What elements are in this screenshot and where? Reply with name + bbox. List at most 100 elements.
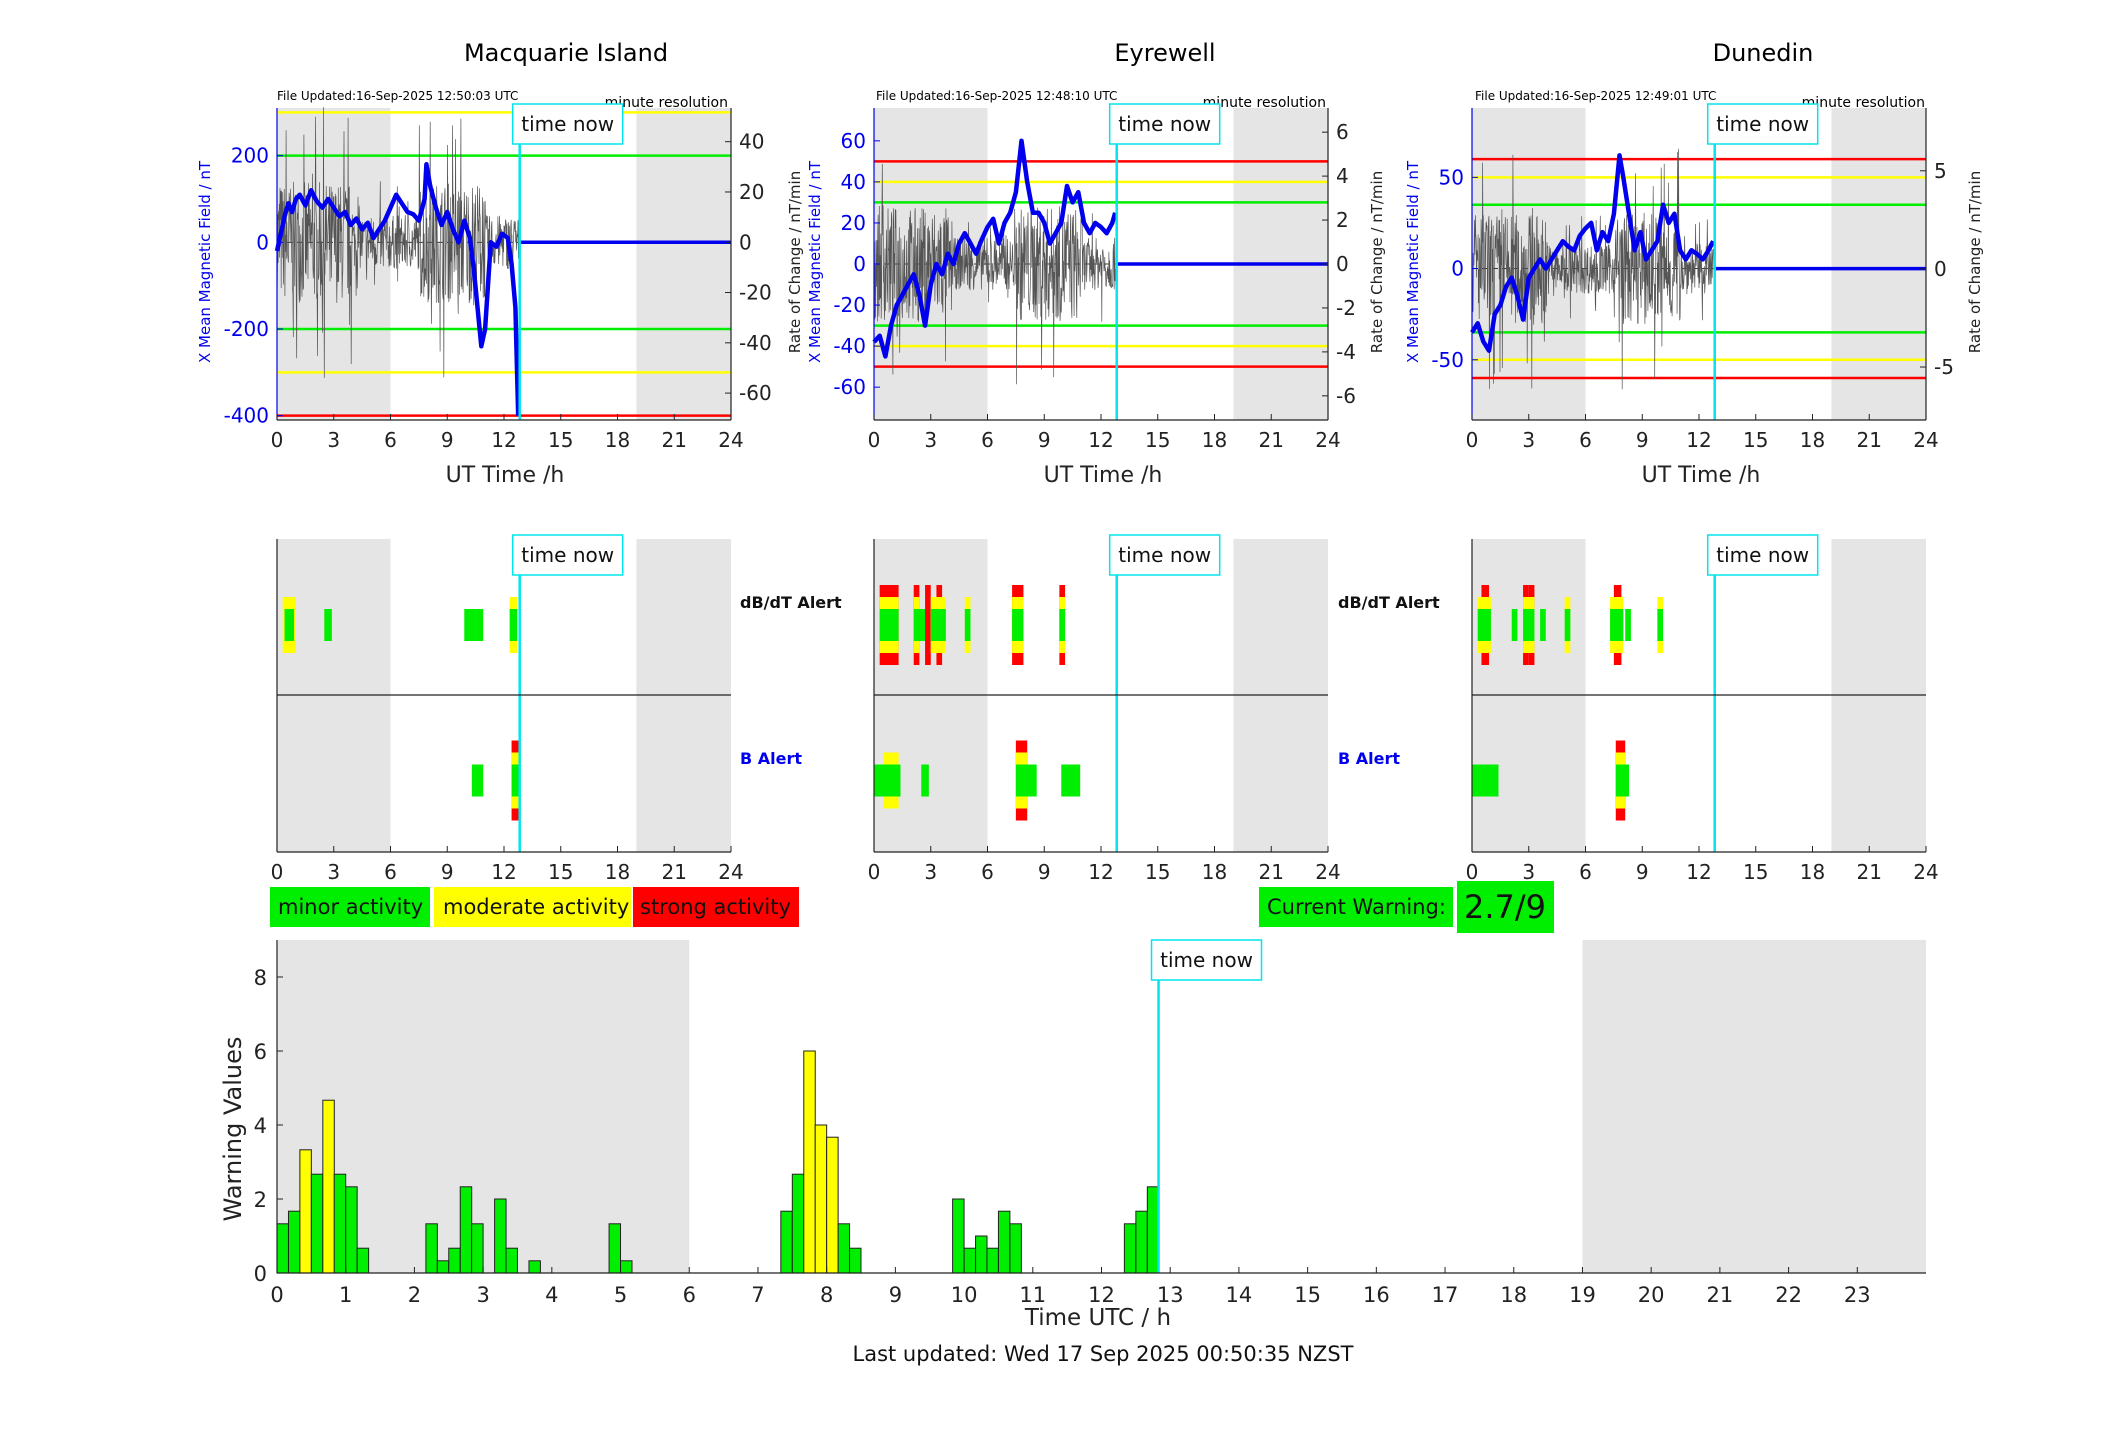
x-tick-label: 0: [868, 860, 881, 884]
x-tick-label: 5: [614, 1283, 627, 1307]
y-tick-label: 40: [841, 170, 866, 194]
x-tick-label: 6: [981, 860, 994, 884]
x-tick-label: 1: [339, 1283, 352, 1307]
y2-tick-label: 4: [1336, 164, 1349, 188]
x-tick-label: 6: [981, 428, 994, 452]
warning-bar-minor: [310, 1173, 324, 1274]
x-tick-label: 3: [1522, 860, 1535, 884]
x-tick-label: 24: [1913, 428, 1938, 452]
y2-tick-label: 6: [1336, 120, 1349, 144]
y-tick-label: 0: [256, 230, 269, 254]
x-tick-label: 18: [605, 860, 630, 884]
x-tick-label: 0: [271, 428, 284, 452]
warning-ylabel: Warning Values: [219, 1037, 247, 1222]
x-tick-label: 9: [1636, 860, 1649, 884]
x-tick-label: 22: [1775, 1283, 1802, 1307]
x-tick-label: 15: [1145, 860, 1170, 884]
alert-block-minor: [879, 609, 899, 641]
alert-block-minor: [1610, 609, 1624, 641]
x-tick-label: 17: [1432, 1283, 1459, 1307]
y-tick-label: 8: [254, 966, 267, 990]
warning-bar-minor: [963, 1247, 977, 1274]
b-alert-label-dunedin: B Alert: [1338, 749, 1400, 768]
activity-legend: minor activity moderate activity strong …: [270, 887, 799, 927]
alert-chart-macquarie: time now 0 3 6 9 12 15 18 21 24: [271, 534, 744, 884]
alert-block-minor: [1511, 609, 1518, 641]
time-now-box: [1108, 534, 1221, 576]
x-tick-label: 15: [1743, 428, 1768, 452]
alert-block-minor: [874, 764, 901, 797]
x-tick-label: 0: [868, 428, 881, 452]
warning-bar-minor: [345, 1186, 358, 1274]
alert-block-minor: [1540, 609, 1546, 641]
last-updated: Last updated: Wed 17 Sep 2025 00:50:35 N…: [853, 1342, 1354, 1366]
x-tick-label: 4: [545, 1283, 558, 1307]
x-tick-label: 15: [1145, 428, 1170, 452]
warning-bar-minor: [356, 1247, 370, 1274]
time-now-label: time now: [1716, 543, 1809, 567]
y-tick-label: 0: [1451, 257, 1464, 281]
file-updated-dunedin: File Updated:16-Sep-2025 12:49:01 UTC: [1475, 89, 1716, 103]
y-tick-label: 2: [254, 1188, 267, 1212]
y2-tick-label: 2: [1336, 208, 1349, 232]
station-title-dunedin: Dunedin: [1713, 39, 1814, 67]
warning-bar-minor: [1123, 1223, 1137, 1274]
warning-bar-minor: [780, 1210, 793, 1274]
x-tick-label: 12: [491, 860, 516, 884]
night-shade: [1582, 940, 1926, 1273]
x-tick-label: 15: [548, 428, 573, 452]
x-tick-label: 3: [924, 428, 937, 452]
x-tick-label: 12: [1686, 428, 1711, 452]
y-tick-label: 4: [254, 1114, 267, 1138]
y2-tick-label: 0: [1934, 257, 1947, 281]
magnetic-field-series: [274, 162, 521, 416]
alert-block-minor: [1059, 609, 1066, 641]
y-tick-label: 6: [254, 1040, 267, 1064]
x-tick-label: 15: [1294, 1283, 1321, 1307]
x-tick-label: 18: [1800, 428, 1825, 452]
y2-tick-label: 0: [739, 230, 752, 254]
warning-bar-minor: [1009, 1223, 1022, 1274]
x-tick-label: 9: [889, 1283, 902, 1307]
ylabel-left-macquarie: X Mean Magnetic Field / nT: [196, 160, 214, 363]
alert-block-minor: [509, 609, 518, 641]
y-tick-label: -200: [224, 317, 269, 341]
y-tick-label: -20: [833, 293, 866, 317]
warning-bar-moderate: [299, 1149, 312, 1274]
xlabel-dunedin: UT Time /h: [1642, 463, 1761, 488]
dbdt-alert-label-dunedin: dB/dT Alert: [1338, 593, 1440, 612]
x-tick-label: 12: [1088, 1283, 1115, 1307]
y2-tick-label: -60: [739, 381, 772, 405]
x-tick-label: 3: [327, 860, 340, 884]
y2-tick-label: -4: [1336, 340, 1356, 364]
x-tick-label: 9: [441, 428, 454, 452]
x-tick-label: 8: [820, 1283, 833, 1307]
time-now-label: time now: [1118, 543, 1211, 567]
current-warning: Current Warning: 2.7/9: [1259, 881, 1554, 933]
x-tick-label: 14: [1226, 1283, 1253, 1307]
x-tick-label: 9: [1636, 428, 1649, 452]
resolution-dunedin: minute resolution: [1802, 95, 1925, 111]
x-tick-label: 21: [1259, 428, 1284, 452]
x-tick-label: 24: [1315, 860, 1340, 884]
x-tick-label: 21: [1259, 860, 1284, 884]
alert-block-strong: [925, 585, 931, 665]
x-tick-label: 12: [1088, 860, 1113, 884]
magnetic-field-series: [1470, 153, 1716, 353]
warning-bar-minor: [608, 1223, 622, 1274]
alert-block-minor: [284, 609, 295, 641]
time-now-box: [1706, 534, 1819, 576]
x-tick-label: 18: [1202, 428, 1227, 452]
y-tick-label: 20: [841, 211, 866, 235]
ylabel-left-dunedin: X Mean Magnetic Field / nT: [1404, 160, 1422, 363]
y2-tick-label: -40: [739, 331, 772, 355]
x-tick-label: 18: [1500, 1283, 1527, 1307]
alert-block-minor: [1523, 609, 1535, 641]
x-tick-label: 12: [491, 428, 516, 452]
time-now-label: time now: [1716, 112, 1809, 136]
x-tick-label: 6: [384, 860, 397, 884]
legend-moderate-swatch: [434, 887, 631, 927]
